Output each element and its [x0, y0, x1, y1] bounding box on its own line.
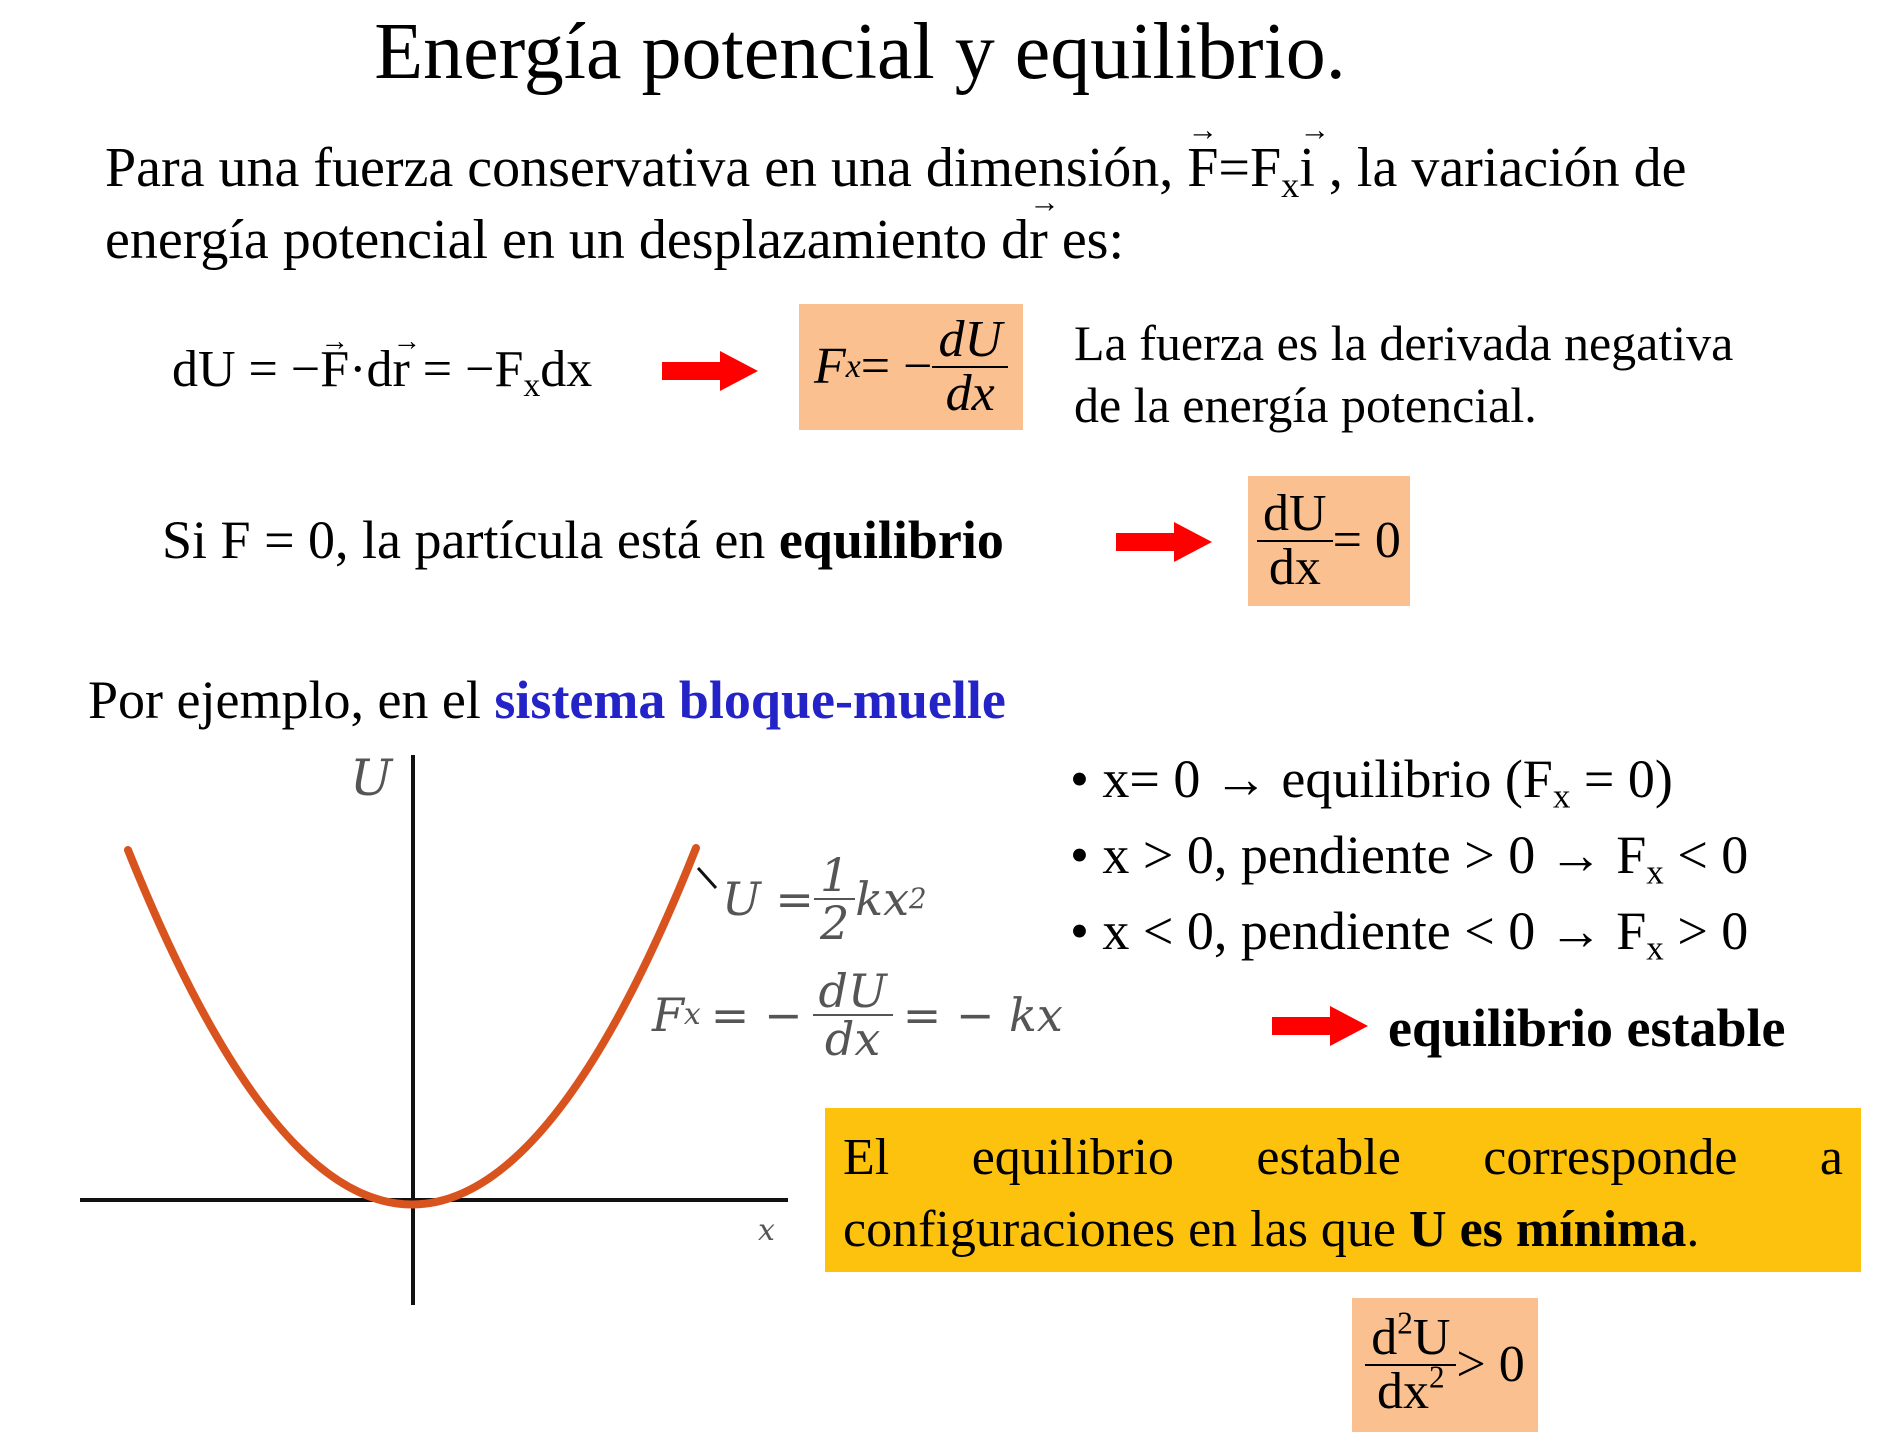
unit-vector-i: i: [1299, 115, 1315, 204]
right-arrow-icon: [1272, 1006, 1368, 1046]
conclusion-bold: U es mínima: [1409, 1201, 1687, 1258]
equilibrium-text: Si F = 0, la partícula está en: [162, 510, 779, 570]
equilibrium-bold: equilibrio: [778, 510, 1004, 570]
u-symbol: U: [1412, 1309, 1451, 1366]
du-equation-part: = −F: [409, 341, 524, 398]
fraction-bar: [812, 1014, 893, 1016]
conclusion-text: .: [1686, 1201, 1700, 1258]
fraction-denominator: dx2: [1371, 1362, 1451, 1420]
fraction-denominator: dx: [824, 1012, 881, 1066]
du-equation-part: dx: [540, 341, 593, 398]
fx-subscript: x: [523, 367, 541, 405]
y-axis-label: U: [350, 749, 394, 807]
fraction-numerator: dU: [1263, 485, 1327, 542]
bullet-item: • x > 0, pendiente > 0 → Fx < 0: [1070, 825, 1749, 890]
example-line: Por ejemplo, en el sistema bloque-muelle: [88, 668, 1006, 732]
du-equation-part: dU = −: [172, 341, 321, 398]
bullet-subscript: x: [1646, 928, 1664, 968]
bullet-subscript: x: [1552, 776, 1571, 816]
second-derivative-fraction: d2U dx2: [1365, 1308, 1457, 1420]
greater-than-zero: > 0: [1456, 1336, 1525, 1393]
d-symbol: d: [1371, 1309, 1398, 1366]
du-dx-fraction: dU dx: [1257, 488, 1333, 594]
force-note: La fuerza es la derivada negativa de la …: [1074, 312, 1824, 436]
parabola-curve: [124, 844, 700, 1209]
half-fraction: 1 2: [813, 848, 856, 950]
bullet-item: • x= 0 → equilibrio (Fx = 0): [1070, 749, 1673, 814]
fraction-numerator: d2U: [1365, 1308, 1456, 1366]
x-axis-label: x: [758, 1213, 775, 1248]
example-highlight: sistema bloque-muelle: [494, 670, 1006, 730]
intro-text: , la variación de: [1314, 137, 1687, 199]
bullet-subscript: x: [1646, 852, 1664, 892]
intro-paragraph: Para una fuerza conservativa en una dime…: [105, 115, 1805, 276]
fraction-bar: [813, 898, 856, 900]
du-dx-fraction: dU dx: [932, 314, 1008, 420]
formula-kx: = − kx: [902, 988, 1063, 1042]
fraction-denominator: 2: [819, 896, 850, 950]
conclusion-text: configuraciones en las que: [843, 1201, 1410, 1258]
example-text: Por ejemplo, en el: [88, 670, 495, 730]
displacement-vector: r: [392, 328, 410, 396]
intro-text: es:: [1047, 209, 1125, 271]
intro-text: Para una fuerza conservativa en una dime…: [105, 137, 1188, 199]
equilibrium-condition-box: dU dx = 0: [1248, 476, 1410, 606]
bullet-text: = 0): [1570, 749, 1673, 809]
fraction-denominator: dx: [945, 365, 995, 422]
right-arrow-icon: [1116, 522, 1212, 562]
du-equation: dU = −F·dr = −Fxdx: [172, 328, 593, 402]
conclusion-line: El equilibrio estable corresponde a: [843, 1129, 1843, 1186]
fraction-numerator: dU: [938, 311, 1002, 368]
bullet-text: < 0: [1663, 825, 1749, 885]
exponent: 2: [1397, 1305, 1413, 1341]
formula-f: F: [652, 988, 684, 1042]
du-dx-fraction: dU dx: [812, 964, 893, 1066]
fraction-numerator: 1: [819, 848, 850, 902]
second-derivative-box: d2U dx2 > 0: [1352, 1298, 1538, 1432]
equals-minus: = −: [860, 338, 933, 395]
du-equation-part: ·d: [349, 341, 393, 398]
exponent: 2: [1429, 1359, 1445, 1395]
formula-pointer: [696, 866, 718, 890]
bullet-text: > 0: [1663, 901, 1749, 961]
bullet-item: • x < 0, pendiente < 0 → Fx > 0: [1070, 901, 1749, 966]
conclusion-box: El equilibrio estable corresponde a conf…: [825, 1108, 1861, 1272]
displacement-vector: r: [1029, 187, 1048, 276]
force-vector: F: [320, 328, 349, 396]
spring-energy-formula: U = 1 2 kx 2: [722, 848, 927, 950]
force-note-line: La fuerza es la derivada negativa: [1074, 315, 1734, 371]
bullet-text: • x > 0, pendiente > 0 → F: [1070, 825, 1647, 885]
fraction-bar: [1257, 540, 1333, 542]
force-note-line: de la energía potencial.: [1074, 377, 1537, 433]
dx-symbol: dx: [1377, 1363, 1430, 1420]
fraction-bar: [1365, 1364, 1457, 1366]
equals-zero: = 0: [1332, 512, 1401, 569]
bullet-text: • x= 0 → equilibrio (F: [1070, 749, 1553, 809]
force-eq: =F: [1218, 137, 1282, 199]
potential-energy-graph: U x: [80, 749, 788, 1305]
fx-symbol: F: [814, 338, 846, 395]
force-subscript: x: [1281, 164, 1300, 205]
equilibrium-condition: Si F = 0, la partícula está en equilibri…: [162, 508, 1004, 572]
page-title: Energía potencial y equilibrio.: [374, 8, 1346, 96]
conclusion-line: configuraciones en las que U es mínima.: [843, 1194, 1843, 1266]
right-arrow-icon: [662, 351, 758, 391]
formula-kx: kx: [855, 872, 910, 926]
force-vector: F: [1187, 115, 1218, 204]
bullet-text: • x < 0, pendiente < 0 → F: [1070, 901, 1647, 961]
stable-equilibrium-label: equilibrio estable: [1388, 998, 1786, 1058]
formula-equals: = −: [710, 988, 803, 1042]
formula-u: U =: [722, 872, 814, 926]
fraction-numerator: dU: [818, 964, 887, 1018]
fraction-denominator: dx: [1268, 539, 1321, 596]
intro-text: energía potencial en un desplazamiento d: [105, 209, 1030, 271]
fraction-bar: [932, 366, 1008, 368]
